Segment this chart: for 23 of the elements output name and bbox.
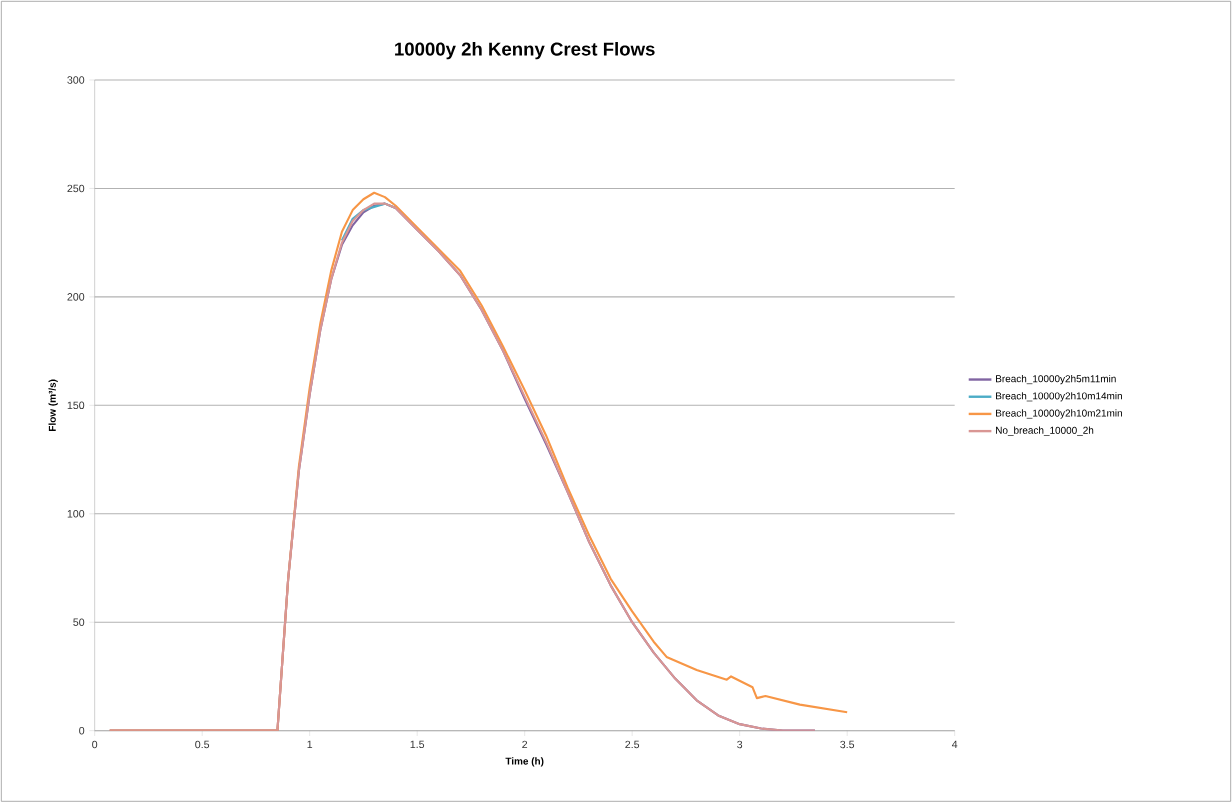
y-tick-label: 0 (79, 727, 85, 735)
legend-label: Breach_10000y2h10m21min (996, 409, 1122, 419)
y-tick-label: 300 (67, 76, 85, 84)
chart-title: 10000y 2h Kenny Crest Flows (395, 42, 655, 60)
legend-label: No_breach_10000_2h (996, 426, 1094, 436)
x-tick-label: 2 (522, 740, 528, 749)
x-tick-label: 1 (307, 740, 313, 749)
x-tick-label: 3.5 (840, 740, 855, 749)
y-axis-title: Flow (m³/s) (48, 379, 58, 432)
legend-label: Breach_10000y2h10m14min (996, 392, 1122, 402)
y-tick-label: 200 (67, 293, 85, 301)
y-tick-label: 150 (67, 401, 85, 410)
x-axis-title: Time (h) (505, 757, 544, 767)
x-tick-label: 2.5 (625, 740, 640, 749)
y-tick-label: 100 (67, 510, 85, 518)
legend-label: Breach_10000y2h5m11min (996, 375, 1116, 385)
y-tick-label: 50 (73, 618, 85, 627)
x-tick-label: 1.5 (410, 740, 425, 749)
y-tick-label: 250 (67, 184, 85, 193)
x-tick-label: 3 (737, 740, 743, 749)
x-tick-label: 4 (951, 740, 958, 749)
x-tick-label: 0.5 (195, 740, 210, 749)
x-tick-label: 0 (92, 740, 98, 749)
